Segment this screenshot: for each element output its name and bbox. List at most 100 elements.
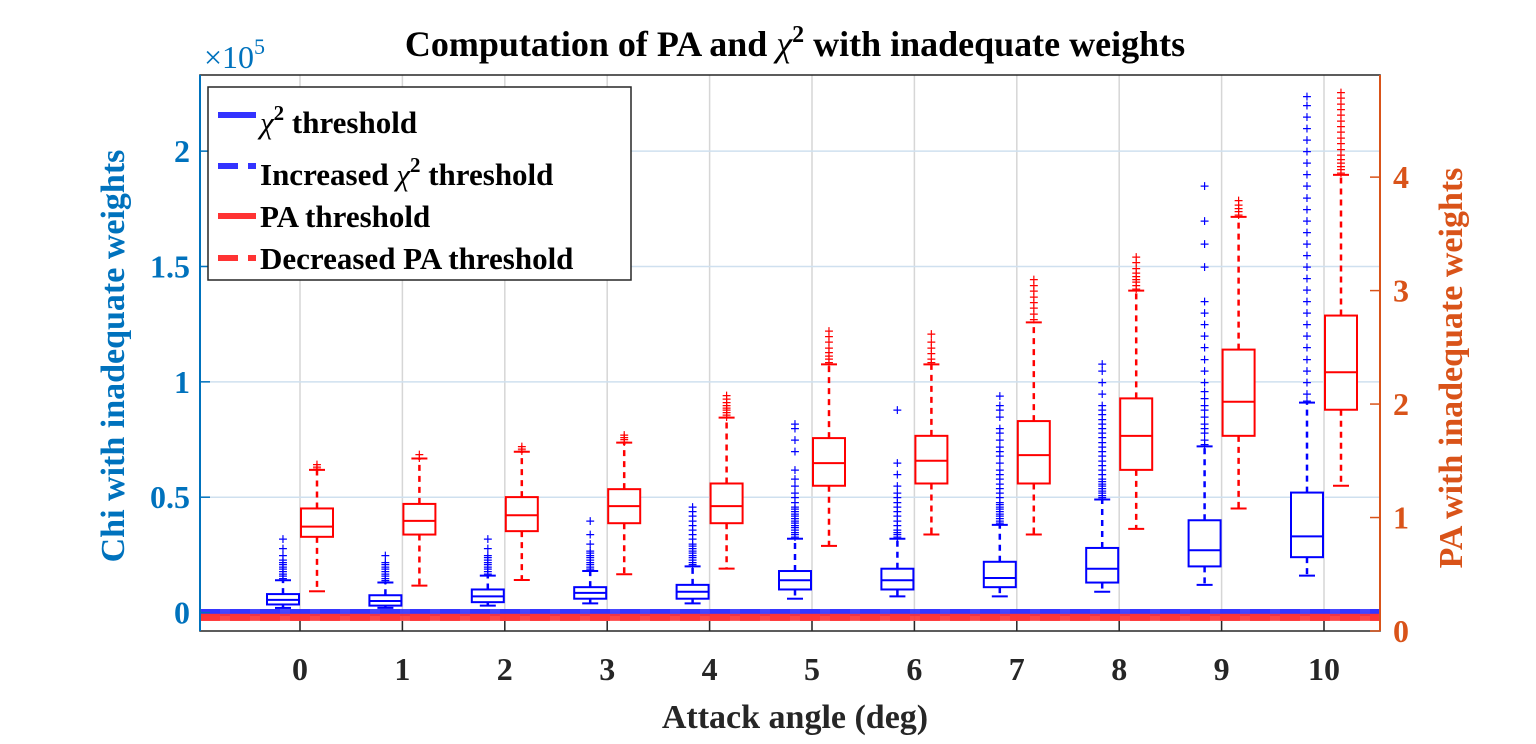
outlier-marker: +	[1097, 477, 1107, 496]
right-y-tick-label: 0	[1393, 613, 1409, 649]
x-tick-label: 2	[497, 651, 513, 687]
outlier-marker: +	[1302, 257, 1312, 276]
box-chi-8: +++++++++++++++++++++++++++++	[1085, 354, 1120, 593]
box-chi-2: +++++++++++	[470, 530, 505, 607]
outlier-marker: +	[790, 488, 800, 507]
outlier-marker: +	[1131, 279, 1141, 298]
left-y-tick-label: 0.5	[150, 479, 190, 515]
outlier-marker: +	[1131, 267, 1141, 286]
outlier-marker: +	[893, 401, 903, 420]
outlier-marker: +	[1302, 177, 1312, 196]
outlier-marker: +	[1200, 401, 1210, 420]
outlier-marker: +	[1336, 145, 1346, 164]
outlier-marker: +	[278, 564, 288, 583]
outlier-marker: +	[688, 502, 698, 521]
outlier-marker: +	[1302, 223, 1312, 242]
outlier-marker: +	[1336, 89, 1346, 108]
outlier-marker: +	[585, 548, 595, 567]
outlier-marker: +	[790, 525, 800, 544]
iqr-box	[1187, 519, 1222, 568]
outlier-marker: +	[483, 546, 493, 565]
outlier-marker: +	[688, 550, 698, 569]
outlier-marker: +	[927, 350, 937, 369]
outlier-marker: +	[790, 484, 800, 503]
outlier-marker: +	[688, 520, 698, 539]
outlier-marker: +	[1302, 142, 1312, 161]
left-y-tick-label: 1.5	[150, 248, 190, 284]
outlier-marker: +	[278, 530, 288, 549]
outlier-marker: +	[1097, 488, 1107, 507]
outlier-marker: +	[1336, 150, 1346, 169]
outlier-marker: +	[893, 502, 903, 521]
outlier-marker: +	[722, 393, 732, 412]
outlier-marker: +	[278, 550, 288, 569]
outlier-marker: +	[278, 557, 288, 576]
outlier-marker: +	[1234, 191, 1244, 210]
x-tick-label: 4	[702, 651, 718, 687]
outlier-marker: +	[483, 564, 493, 583]
outlier-marker: +	[483, 550, 493, 569]
outlier-marker: +	[1302, 327, 1312, 346]
outlier-marker: +	[1131, 259, 1141, 278]
outlier-marker: +	[790, 518, 800, 537]
iqr-box	[1119, 397, 1154, 471]
iqr-box	[1016, 420, 1051, 485]
left-y-tick-label: 1	[174, 364, 190, 400]
outlier-marker: +	[1131, 270, 1141, 289]
outlier-marker: +	[995, 419, 1005, 438]
outlier-marker: +	[483, 557, 493, 576]
outlier-marker: +	[1097, 361, 1107, 380]
outlier-marker: +	[585, 546, 595, 565]
outlier-marker: +	[995, 479, 1005, 498]
outlier-marker: +	[619, 430, 629, 449]
outlier-marker: +	[1336, 111, 1346, 130]
outlier-marker: +	[790, 461, 800, 480]
outlier-marker: +	[790, 520, 800, 539]
outlier-marker: +	[278, 567, 288, 586]
outlier-marker: +	[995, 511, 1005, 530]
outlier-marker: +	[1200, 424, 1210, 443]
outlier-marker: +	[585, 555, 595, 574]
outlier-marker: +	[927, 338, 937, 357]
outlier-marker: +	[893, 488, 903, 507]
outlier-marker: +	[722, 389, 732, 408]
outlier-marker: +	[688, 544, 698, 563]
outlier-marker: +	[995, 507, 1005, 526]
box-pa-3: ++++	[607, 426, 642, 576]
iqr-box	[709, 482, 744, 525]
outlier-marker: +	[1029, 270, 1039, 289]
right-y-tick-label: 4	[1393, 159, 1409, 195]
box-pa-2: +++	[504, 437, 539, 581]
outlier-marker: +	[1097, 461, 1107, 480]
outlier-marker: +	[995, 454, 1005, 473]
outlier-marker: +	[1302, 96, 1312, 115]
outlier-marker: +	[893, 507, 903, 526]
outlier-marker: +	[1336, 106, 1346, 125]
outlier-marker: +	[312, 455, 322, 474]
outlier-marker: +	[1029, 287, 1039, 306]
outlier-marker: +	[1302, 119, 1312, 138]
outlier-marker: +	[1200, 431, 1210, 450]
box-pa-10: +++++++++++++++++	[1324, 83, 1358, 487]
outlier-marker: +	[1336, 83, 1346, 102]
legend-pa-threshold-label: PA threshold	[260, 199, 430, 234]
iqr-box	[1085, 546, 1120, 584]
outlier-marker: +	[415, 445, 425, 464]
outlier-marker: +	[585, 550, 595, 569]
outlier-marker: +	[517, 437, 527, 456]
outlier-marker: +	[1097, 486, 1107, 505]
box-chi-0: ++++++++++++	[266, 530, 300, 609]
box-chi-5: ++++++++++++++++++++++++	[778, 414, 812, 600]
x-tick-label: 3	[599, 651, 615, 687]
outlier-marker: +	[619, 428, 629, 447]
outlier-marker: +	[1336, 123, 1346, 142]
outlier-marker: +	[688, 534, 698, 553]
outlier-marker: +	[1234, 202, 1244, 221]
outlier-marker: +	[893, 497, 903, 516]
outlier-marker: +	[688, 511, 698, 530]
outlier-marker: +	[995, 442, 1005, 461]
outlier-marker: +	[688, 537, 698, 556]
outlier-marker: +	[1302, 361, 1312, 380]
outlier-marker: +	[824, 338, 834, 357]
